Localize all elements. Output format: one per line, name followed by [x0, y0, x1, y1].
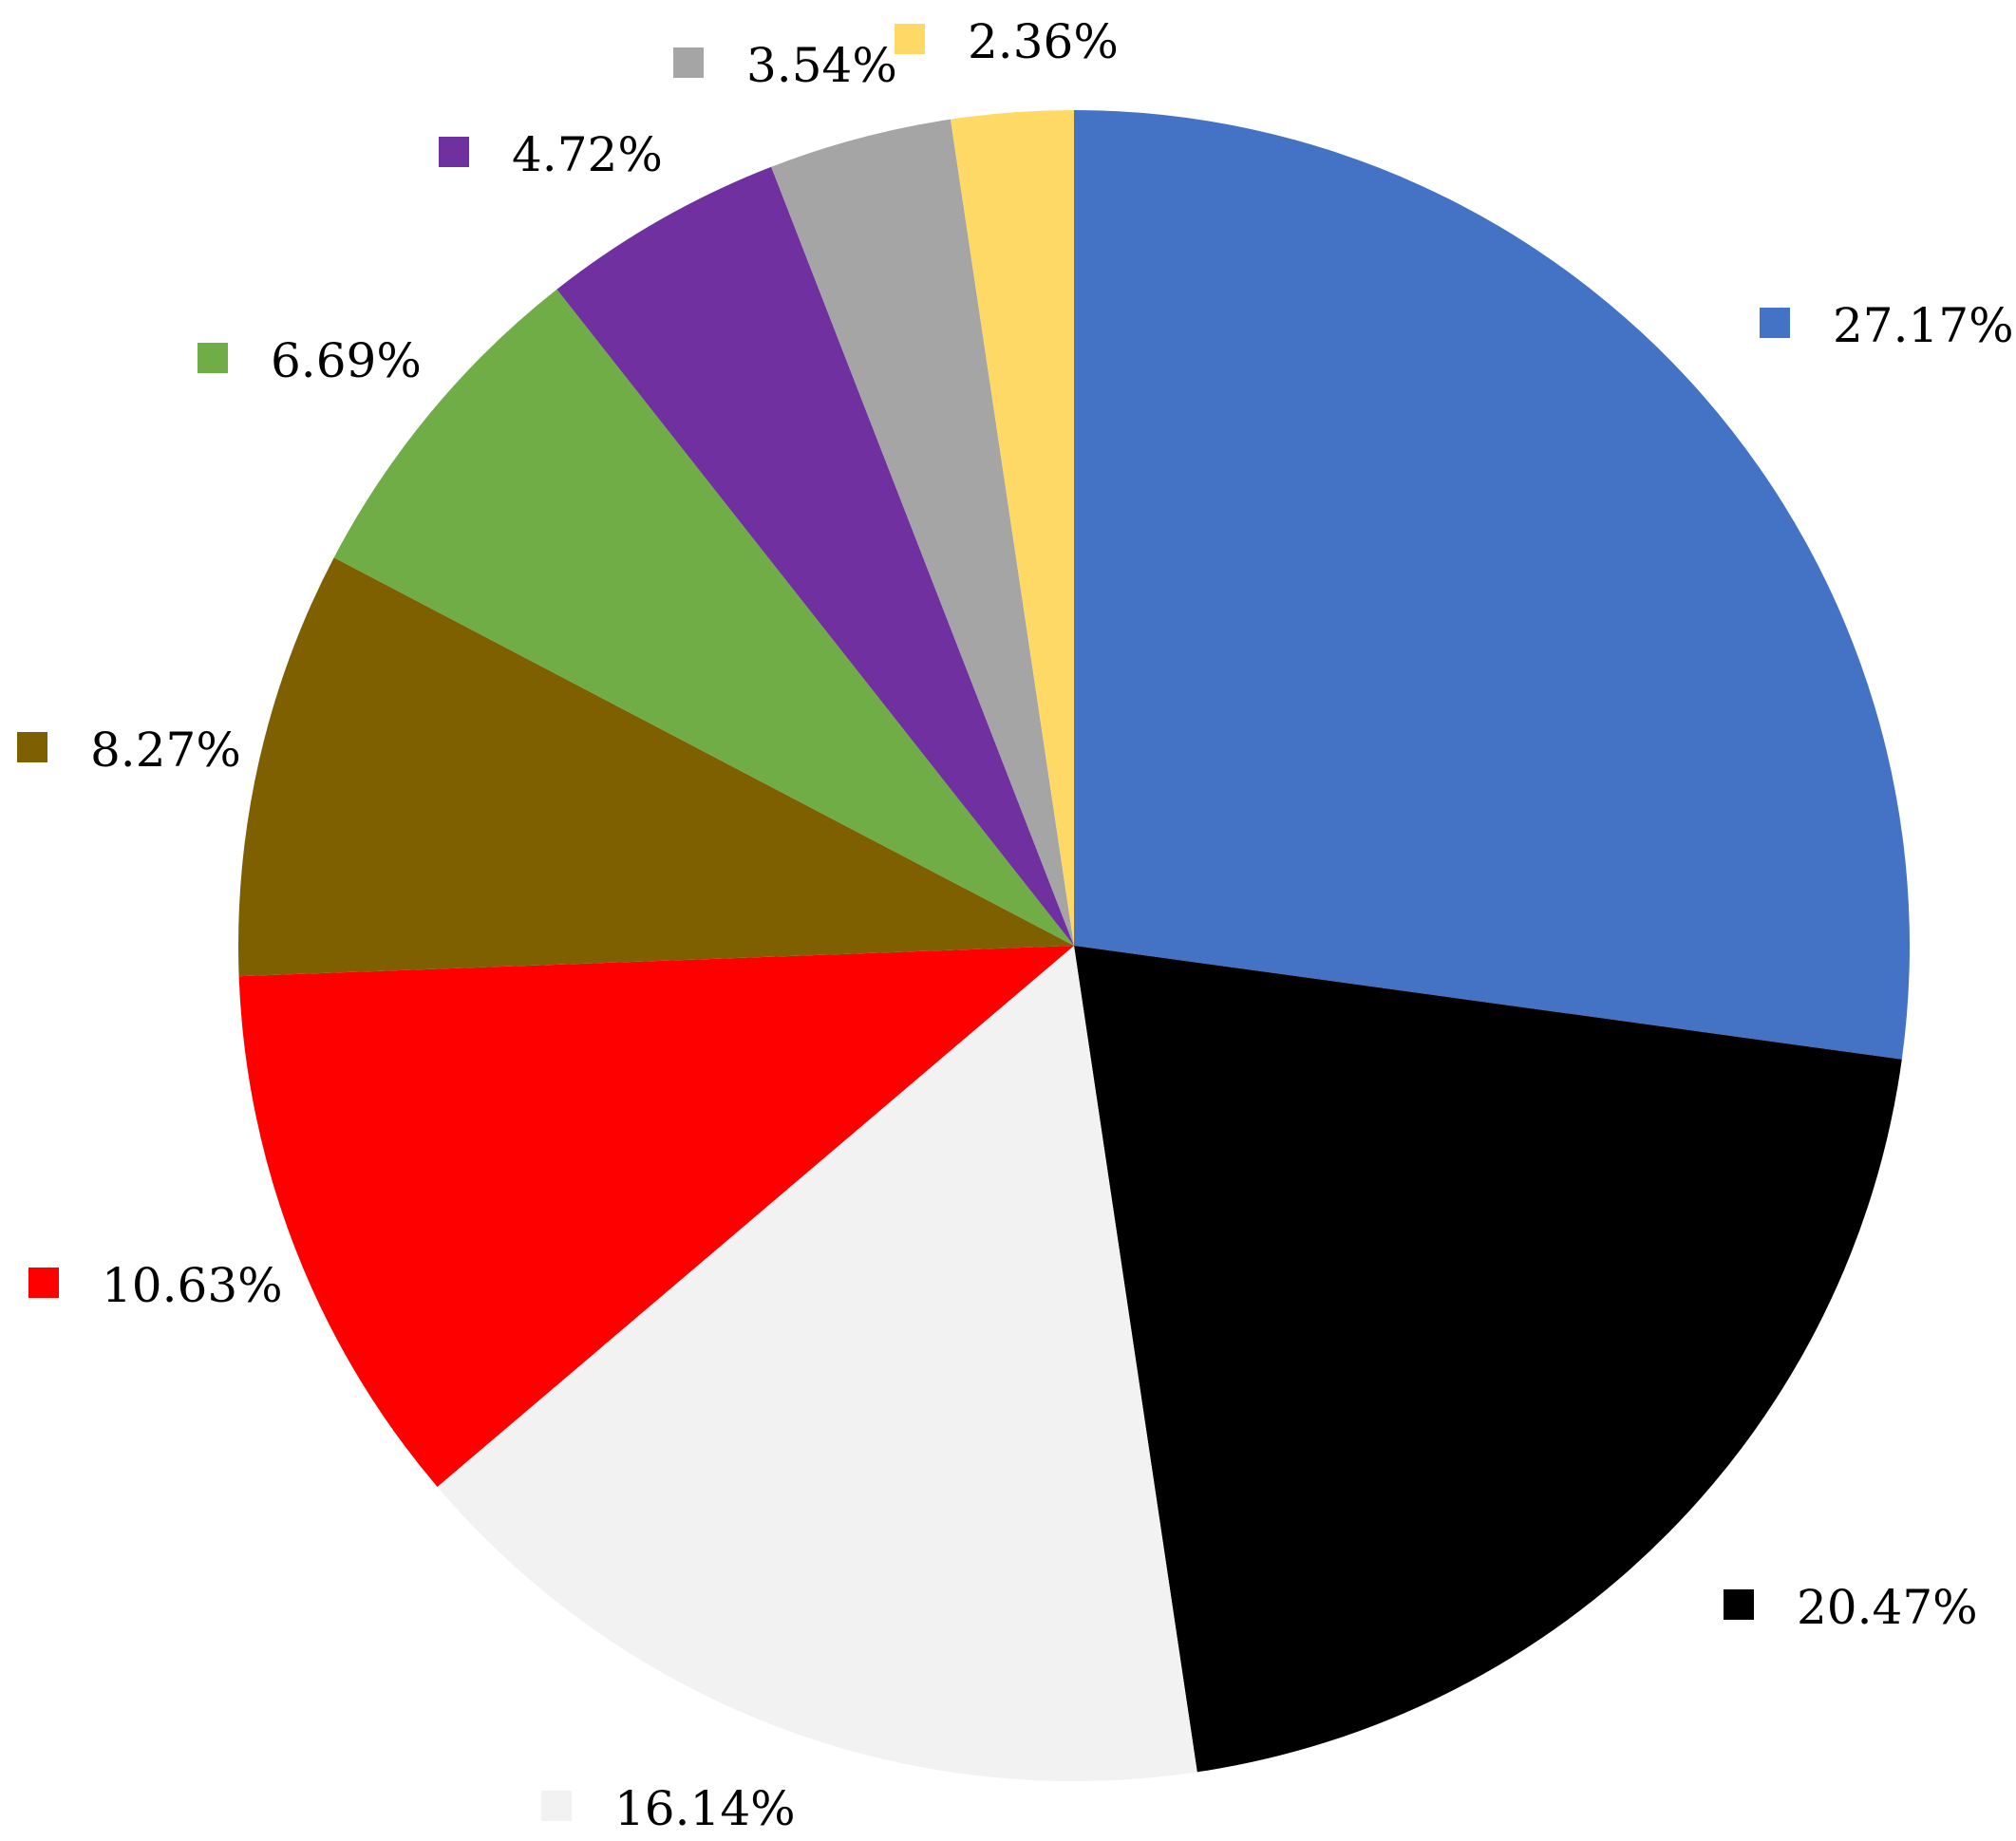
data-label-text: 4.72%	[512, 127, 663, 182]
pie-slice	[1074, 946, 1902, 1773]
data-label: 4.72%	[439, 127, 663, 182]
pie-slice	[1074, 110, 1910, 1060]
label-color-marker	[198, 343, 228, 373]
data-label-text: 10.63%	[102, 1258, 283, 1313]
data-label-text: 27.17%	[1833, 298, 2014, 353]
pie-slice	[950, 110, 1074, 946]
label-color-marker	[28, 1268, 59, 1298]
data-label: 6.69%	[198, 333, 422, 388]
data-label: 16.14%	[541, 1781, 796, 1836]
pie-slice	[238, 557, 1075, 977]
data-label: 8.27%	[17, 723, 241, 778]
pie-slice	[437, 946, 1197, 1781]
data-label: 27.17%	[1760, 298, 2014, 353]
label-color-marker	[895, 24, 925, 54]
data-label-text: 3.54%	[746, 38, 897, 93]
label-color-marker	[1724, 1589, 1754, 1620]
label-color-marker	[1760, 308, 1790, 338]
data-label: 20.47%	[1724, 1580, 1978, 1635]
pie-slices	[238, 110, 1910, 1781]
pie-slice	[556, 166, 1074, 947]
label-color-marker	[17, 732, 47, 762]
label-color-marker	[673, 47, 704, 78]
data-label-text: 8.27%	[90, 723, 241, 778]
label-color-marker	[439, 137, 469, 167]
data-label-text: 20.47%	[1797, 1580, 1978, 1635]
data-label-text: 16.14%	[614, 1781, 796, 1836]
data-label: 10.63%	[28, 1258, 283, 1313]
pie-slice	[771, 119, 1074, 946]
label-color-marker	[541, 1791, 572, 1821]
data-labels: 27.17% 20.47% 16.14% 10.63% 8.27% 6.69% 4.72% 3…	[17, 14, 2014, 1836]
data-label-text: 2.36%	[968, 14, 1119, 69]
data-label: 3.54%	[673, 38, 897, 93]
data-label-text: 6.69%	[271, 333, 422, 388]
data-label: 2.36%	[895, 14, 1119, 69]
pie-slice	[238, 946, 1075, 1487]
pie-slice	[333, 289, 1074, 946]
